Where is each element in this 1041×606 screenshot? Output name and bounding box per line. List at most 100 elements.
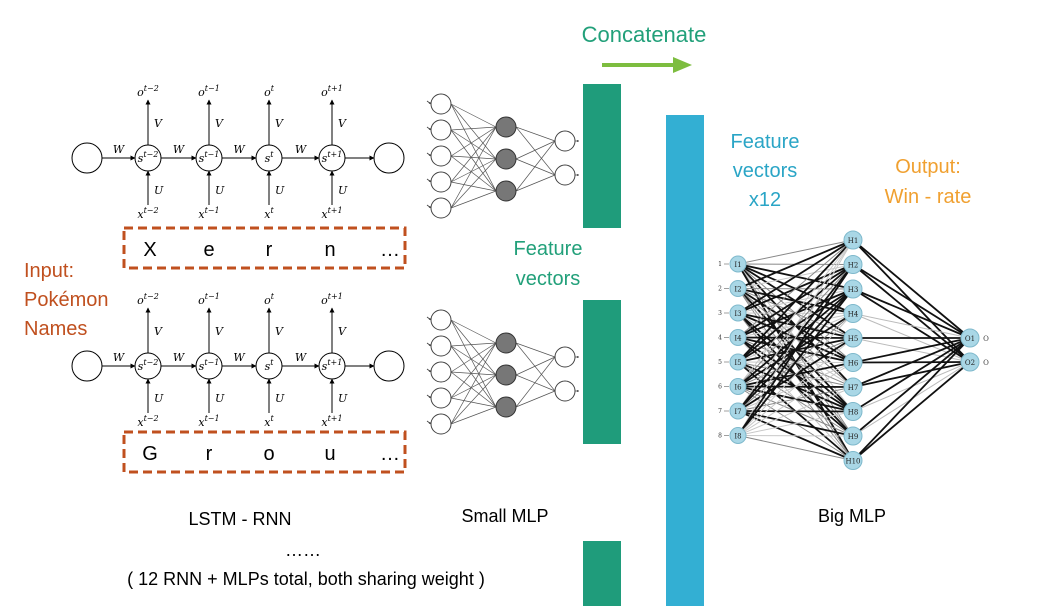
big-mlp-edge (737, 386, 854, 436)
big-mlp-hidden-node (843, 255, 863, 274)
mlp-input-node (430, 197, 452, 219)
big-mlp-hidden-node (843, 451, 863, 470)
big-mlp-input-label: I3 (734, 310, 741, 318)
big-mlp-edge (737, 337, 854, 436)
mlp-edge (450, 181, 497, 192)
big-mlp-input-number: 4 (718, 335, 722, 342)
big-mlp-edge (737, 239, 854, 290)
big-mlp-output-node (960, 328, 980, 348)
big-mlp-input-node (729, 280, 747, 297)
rnn-output-label: ot−2 (137, 84, 159, 99)
mlp-input-arrow (426, 100, 432, 105)
feature-x12-line-3: x12 (749, 189, 781, 211)
feature-vector-bar-2 (583, 300, 621, 444)
mlp-input-node (430, 119, 452, 141)
total-caption: ( 12 RNN + MLPs total, both sharing weig… (127, 569, 485, 589)
feature-vectors-x12-label: Feature vectors x12 (731, 131, 800, 211)
mlp-input-arrow (426, 394, 432, 399)
rnn-start-node (71, 142, 103, 174)
big-mlp-input-node (729, 427, 747, 444)
rnn-end-node (373, 350, 405, 382)
rnn-weight-w: W (233, 351, 246, 364)
big-mlp-hidden-label: H3 (848, 286, 859, 294)
feature-vector-bar-3 (583, 541, 621, 606)
big-mlp-caption: Big MLP (818, 506, 886, 526)
mlp-edge (515, 126, 556, 142)
rnn-weight-v: V (275, 325, 284, 338)
big-mlp-input-node (729, 378, 747, 395)
mlp-edge (450, 319, 497, 344)
big-mlp-input-label: I1 (734, 261, 741, 269)
mlp-edge (515, 174, 556, 192)
rnn-weight-v: V (275, 117, 284, 130)
big-mlp-input-label: I6 (734, 384, 742, 392)
mlp-edge (450, 319, 497, 376)
rnn-weight-w: W (113, 351, 126, 364)
rnn-weight-v: V (338, 325, 347, 338)
rnn-state-label: st+1 (322, 150, 343, 165)
mlp-edge (450, 103, 497, 128)
rnn-weight-w: W (233, 143, 246, 156)
mlp-input-arrow (426, 126, 432, 131)
big-mlp-edge (737, 435, 854, 437)
rnn-weight-w: W (173, 351, 186, 364)
big-mlp-hidden-label: H2 (848, 262, 859, 270)
big-mlp-hidden-label: H10 (845, 458, 860, 466)
mlp-input-node (430, 93, 452, 115)
big-mlp-edge (737, 239, 854, 314)
output-label-line-2: Win - rate (885, 186, 972, 208)
mlp-edge (450, 345, 497, 408)
rnn-weight-v: V (154, 325, 163, 338)
name-character: … (380, 239, 400, 261)
big-mlp-edge (737, 288, 854, 437)
name-character: X (143, 239, 156, 261)
mlp-edge (450, 103, 497, 192)
rnn-state-label: st−2 (138, 358, 159, 373)
rnn-start-node (71, 350, 103, 382)
rnn-output-label: ot−1 (198, 84, 220, 99)
rnn-weight-u: U (215, 184, 225, 197)
rnn-unrolled-top: W W W Wst−2 Vot−2 Uxt−2 st−1 Vot−1 Uxt−1 st Vot Uxt… (71, 84, 405, 221)
mlp-edge (450, 190, 497, 209)
rnn-state-label: st (265, 358, 275, 373)
big-mlp-output-node (960, 352, 980, 372)
feature-vectors-line-1: Feature (514, 238, 583, 260)
big-mlp-edge (737, 263, 854, 437)
mlp-edge (450, 126, 497, 209)
big-mlp-edge (737, 411, 854, 436)
mlp-edge (450, 406, 497, 425)
big-mlp-edge (852, 313, 971, 339)
mlp-input-node (430, 145, 452, 167)
rnn-output-label: ot+1 (321, 292, 343, 307)
big-mlp-edge (737, 313, 854, 436)
rnn-input-label: xt+1 (321, 414, 342, 429)
mlp-edge (515, 342, 556, 358)
rnn-state-label: st (265, 150, 275, 165)
mlp-output-node (554, 130, 576, 152)
mlp-output-node (554, 346, 576, 368)
mlp-input-arrow (426, 178, 432, 183)
big-mlp-input-number: 3 (718, 310, 722, 317)
rnn-weight-w: W (173, 143, 186, 156)
big-mlp-input-node (729, 255, 747, 273)
big-mlp-hidden-label: H9 (848, 433, 859, 441)
small-mlp-top (426, 93, 580, 219)
mlp-edge (450, 397, 497, 408)
big-mlp-edge (737, 239, 854, 412)
big-mlp-input-label: I5 (734, 359, 741, 367)
big-mlp-input-number: 8 (718, 433, 722, 440)
big-mlp-edge (737, 362, 854, 436)
rnn-weight-w: W (295, 351, 308, 364)
rnn-weight-u: U (215, 392, 225, 405)
big-mlp-hidden-node (843, 377, 863, 397)
big-mlp-input-node (729, 353, 747, 371)
mlp-edge (450, 342, 497, 347)
big-mlp: 1 I1 2 I2 3 I3 4 I4 5 I5 6 I6 7 I7 8 I8 H1 H2 H3 H4 H5 H6 H7 H8… (718, 230, 989, 470)
mlp-edge (450, 155, 497, 160)
mlp-edge (450, 371, 497, 408)
big-mlp-hidden-node (843, 230, 863, 250)
feature-vector-bar-1 (583, 84, 621, 228)
mlp-hidden-node (495, 332, 517, 354)
big-mlp-hidden-node (843, 279, 863, 299)
